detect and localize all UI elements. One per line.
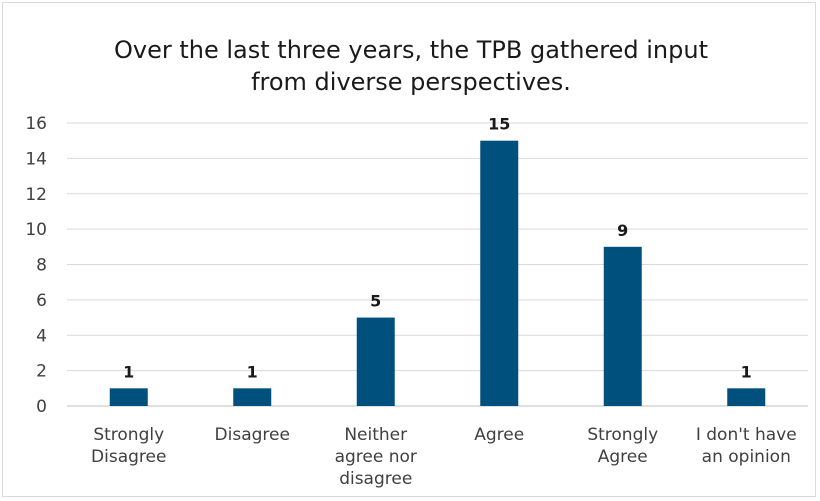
data-label: 5	[370, 292, 381, 311]
category-label: disagree	[339, 469, 412, 489]
category-label: an opinion	[702, 447, 791, 467]
data-label: 1	[123, 362, 134, 381]
y-tick-label: 12	[25, 185, 47, 205]
y-tick-label: 14	[25, 149, 47, 169]
bar-chart: Over the last three years, the TPB gathe…	[25, 36, 808, 489]
data-label: 1	[247, 362, 258, 381]
bar	[603, 246, 642, 406]
y-axis-ticks: 0 2 4 6 8 10 12 14 16	[25, 114, 47, 417]
data-label: 9	[617, 221, 628, 240]
category-label: Agree	[474, 425, 524, 445]
bars	[109, 140, 766, 406]
category-label: I don't have	[696, 425, 797, 445]
bar	[480, 140, 519, 406]
category-label: Disagree	[91, 447, 166, 467]
category-label: Strongly	[587, 425, 658, 445]
y-tick-label: 16	[25, 114, 47, 134]
bar	[109, 388, 148, 406]
bar	[727, 388, 766, 406]
chart-title: Over the last three years, the TPB gathe…	[114, 36, 708, 96]
gridlines	[67, 122, 808, 407]
y-tick-label: 6	[36, 291, 47, 311]
category-label: Agree	[598, 447, 648, 467]
y-tick-label: 0	[36, 397, 47, 417]
category-label: Disagree	[215, 425, 290, 445]
category-label: agree nor	[335, 447, 417, 467]
chart-title-line-1: Over the last three years, the TPB gathe…	[114, 36, 708, 64]
y-tick-label: 8	[36, 256, 47, 276]
category-label: Strongly	[93, 425, 164, 445]
category-label: Neither	[344, 425, 407, 445]
y-tick-label: 10	[25, 220, 47, 240]
bar	[356, 317, 395, 406]
data-label: 15	[488, 115, 510, 134]
bar	[233, 388, 272, 406]
data-label: 1	[741, 362, 752, 381]
y-tick-label: 4	[36, 326, 47, 346]
chart-title-line-2: from diverse perspectives.	[251, 68, 571, 96]
y-tick-label: 2	[36, 362, 47, 382]
